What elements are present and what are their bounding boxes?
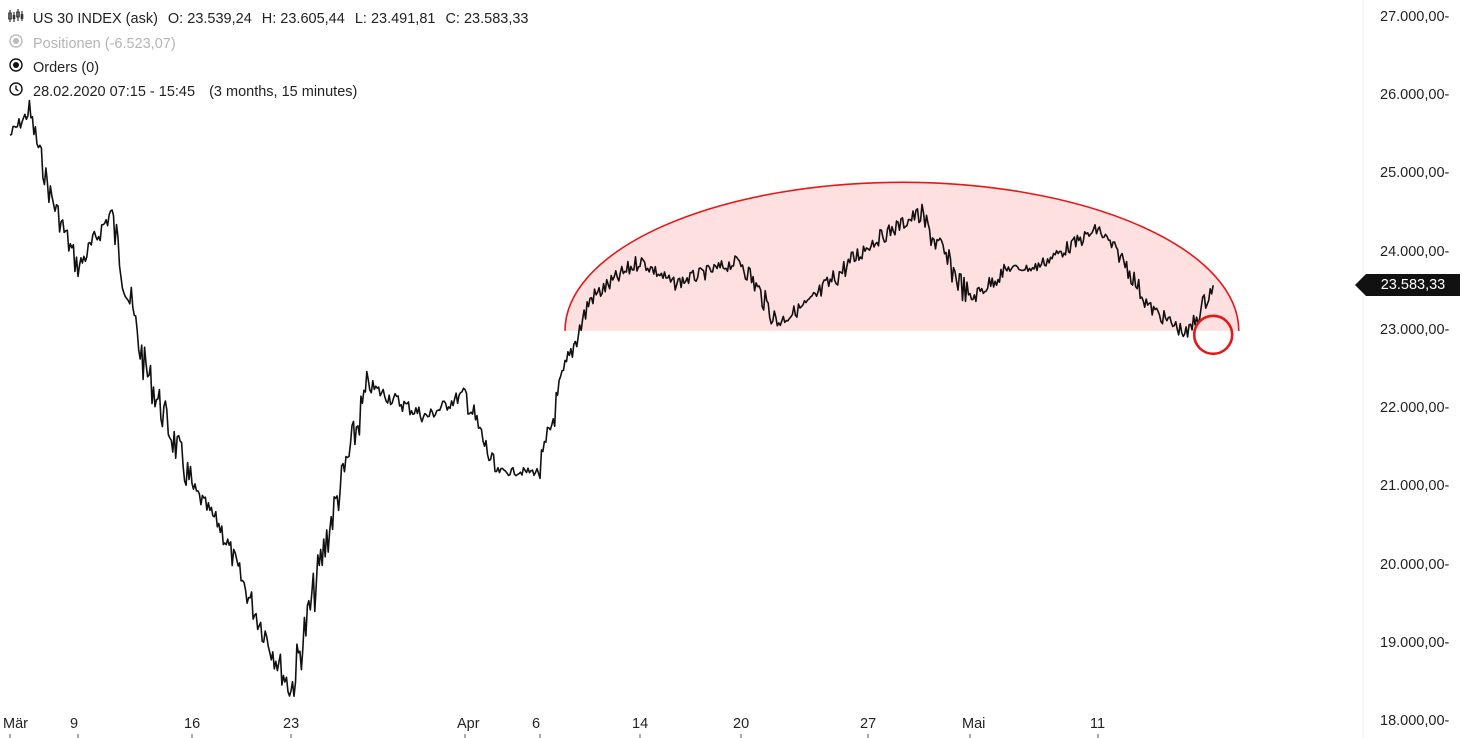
- last-price-tag: 23.583,33: [1355, 274, 1460, 297]
- x-tick-label: Mär: [3, 716, 28, 732]
- y-tick-label: 20.000,00-: [1380, 556, 1450, 573]
- low-marker-circle: [1192, 314, 1234, 356]
- time-range-value: 28.02.2020 07:15 - 15:45: [33, 83, 196, 100]
- x-tick-label: 9: [70, 716, 79, 732]
- clock-icon: [8, 82, 24, 101]
- x-tick-label: 23: [283, 716, 300, 732]
- rounded-top-pattern-arc: [564, 181, 1240, 331]
- y-tick-label: 24.000,00-: [1380, 243, 1450, 260]
- positions-toggle[interactable]: Positionen (-6.523,07): [8, 34, 176, 53]
- x-tick-label: 20: [733, 716, 750, 732]
- open-label: O:: [167, 10, 184, 27]
- time-range[interactable]: 28.02.2020 07:15 - 15:45 (3 months, 15 m…: [8, 82, 357, 101]
- x-tick-label: 16: [184, 716, 201, 732]
- x-tick-label: 11: [1090, 716, 1106, 732]
- orders-radio-icon: [8, 58, 24, 77]
- y-tick-label: 25.000,00-: [1380, 165, 1450, 182]
- low-value: 23.491,81: [370, 10, 436, 27]
- low-label: L:: [354, 10, 367, 27]
- y-tick-label: 19.000,00-: [1380, 634, 1450, 651]
- x-tick-label: Apr: [457, 716, 480, 732]
- x-tick-label: 6: [532, 716, 541, 732]
- orders-label: Orders (0): [33, 59, 100, 76]
- rounded-top-pattern-fill: [565, 182, 1239, 331]
- y-tick-label: 22.000,00-: [1380, 400, 1450, 417]
- symbol-name: US 30 INDEX (ask): [33, 10, 158, 27]
- y-tick-label: 23.000,00-: [1380, 321, 1450, 338]
- open-value: 23.539,24: [187, 10, 252, 27]
- candlestick-icon: [8, 9, 24, 28]
- positions-radio-icon: [8, 34, 24, 53]
- high-label: H:: [261, 10, 277, 27]
- y-tick-label: 21.000,00-: [1380, 478, 1450, 495]
- y-tick-label: 27.000,00-: [1380, 9, 1450, 25]
- close-label: C:: [445, 10, 460, 27]
- orders-toggle[interactable]: Orders (0): [8, 58, 99, 77]
- ohlc-header: US 30 INDEX (ask) O: 23.539,24 H: 23.605…: [8, 9, 529, 28]
- x-tick-label: 14: [632, 716, 649, 732]
- time-range-detail: (3 months, 15 minutes): [209, 83, 358, 100]
- x-tick-label: Mai: [962, 716, 986, 732]
- high-value: 23.605,44: [280, 10, 345, 27]
- x-tick-label: 27: [860, 716, 877, 732]
- y-tick-label: 26.000,00-: [1380, 87, 1450, 104]
- positions-label: Positionen (-6.523,07): [33, 35, 176, 52]
- close-value: 23.583,33: [463, 10, 529, 27]
- y-tick-label: 18.000,00-: [1380, 713, 1450, 729]
- price-series-line: [9, 99, 1214, 697]
